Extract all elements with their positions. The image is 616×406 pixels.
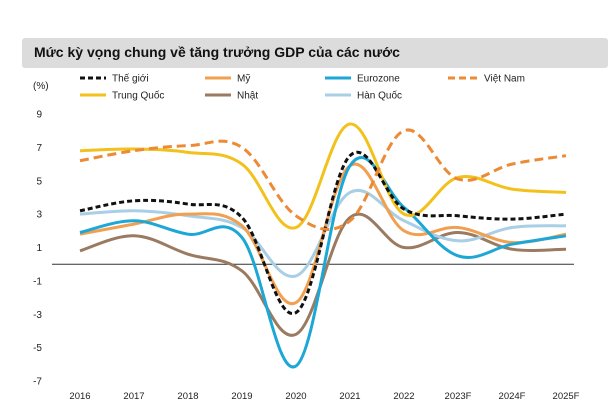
y-tick-label: 7 xyxy=(36,143,42,154)
x-tick-label: 2019 xyxy=(231,391,252,402)
series-line-the-gioi xyxy=(79,151,567,315)
y-tick-label: -3 xyxy=(33,310,42,321)
x-tick-label: 2017 xyxy=(123,391,144,402)
x-tick-label: 2021 xyxy=(339,391,360,402)
y-tick-label: 1 xyxy=(36,243,42,254)
y-tick-label: 9 xyxy=(36,110,42,121)
y-axis-ticks: 9 7 5 3 1 -1 -3 -5 -7 xyxy=(33,110,42,388)
x-tick-label: 2025F xyxy=(553,391,580,402)
legend-label-trung-quoc: Trung Quốc xyxy=(112,90,164,102)
y-tick-label: 5 xyxy=(36,176,42,187)
legend-label-nhat: Nhật xyxy=(237,91,258,102)
series-line-viet-nam xyxy=(79,128,567,231)
series-line-eurozone xyxy=(79,156,567,369)
x-tick-label: 2023F xyxy=(445,391,472,402)
y-tick-label: -1 xyxy=(33,276,42,287)
series-lines xyxy=(79,122,567,369)
legend-label-my: Mỹ xyxy=(237,74,250,85)
legend-label-han-quoc: Hàn Quốc xyxy=(357,90,402,102)
chart-title: Mức kỳ vọng chung về tăng trưởng GDP của… xyxy=(34,44,400,60)
series-line-trung-quoc xyxy=(79,122,567,230)
y-axis-label: (%) xyxy=(33,81,49,92)
legend-label-the-gioi: Thế giới xyxy=(112,73,149,85)
chart-legend: Thế giới Mỹ Eurozone Việt Nam Trung Quốc Nhật… xyxy=(80,73,525,102)
y-tick-label: 3 xyxy=(36,210,42,221)
legend-label-viet-nam: Việt Nam xyxy=(484,74,525,85)
legend-label-eurozone: Eurozone xyxy=(357,74,400,85)
x-tick-label: 2022 xyxy=(393,391,414,402)
y-tick-label: -5 xyxy=(33,343,42,354)
x-tick-label: 2018 xyxy=(177,391,198,402)
y-tick-label: -7 xyxy=(33,377,42,388)
x-tick-label: 2020 xyxy=(285,391,306,402)
x-tick-label: 2024F xyxy=(499,391,526,402)
x-axis-ticks: 2016 2017 2018 2019 2020 2021 2022 2023F 2024F 20… xyxy=(69,391,579,402)
x-tick-label: 2016 xyxy=(69,391,90,402)
chart-title-bar: Mức kỳ vọng chung về tăng trưởng GDP của… xyxy=(22,38,608,68)
